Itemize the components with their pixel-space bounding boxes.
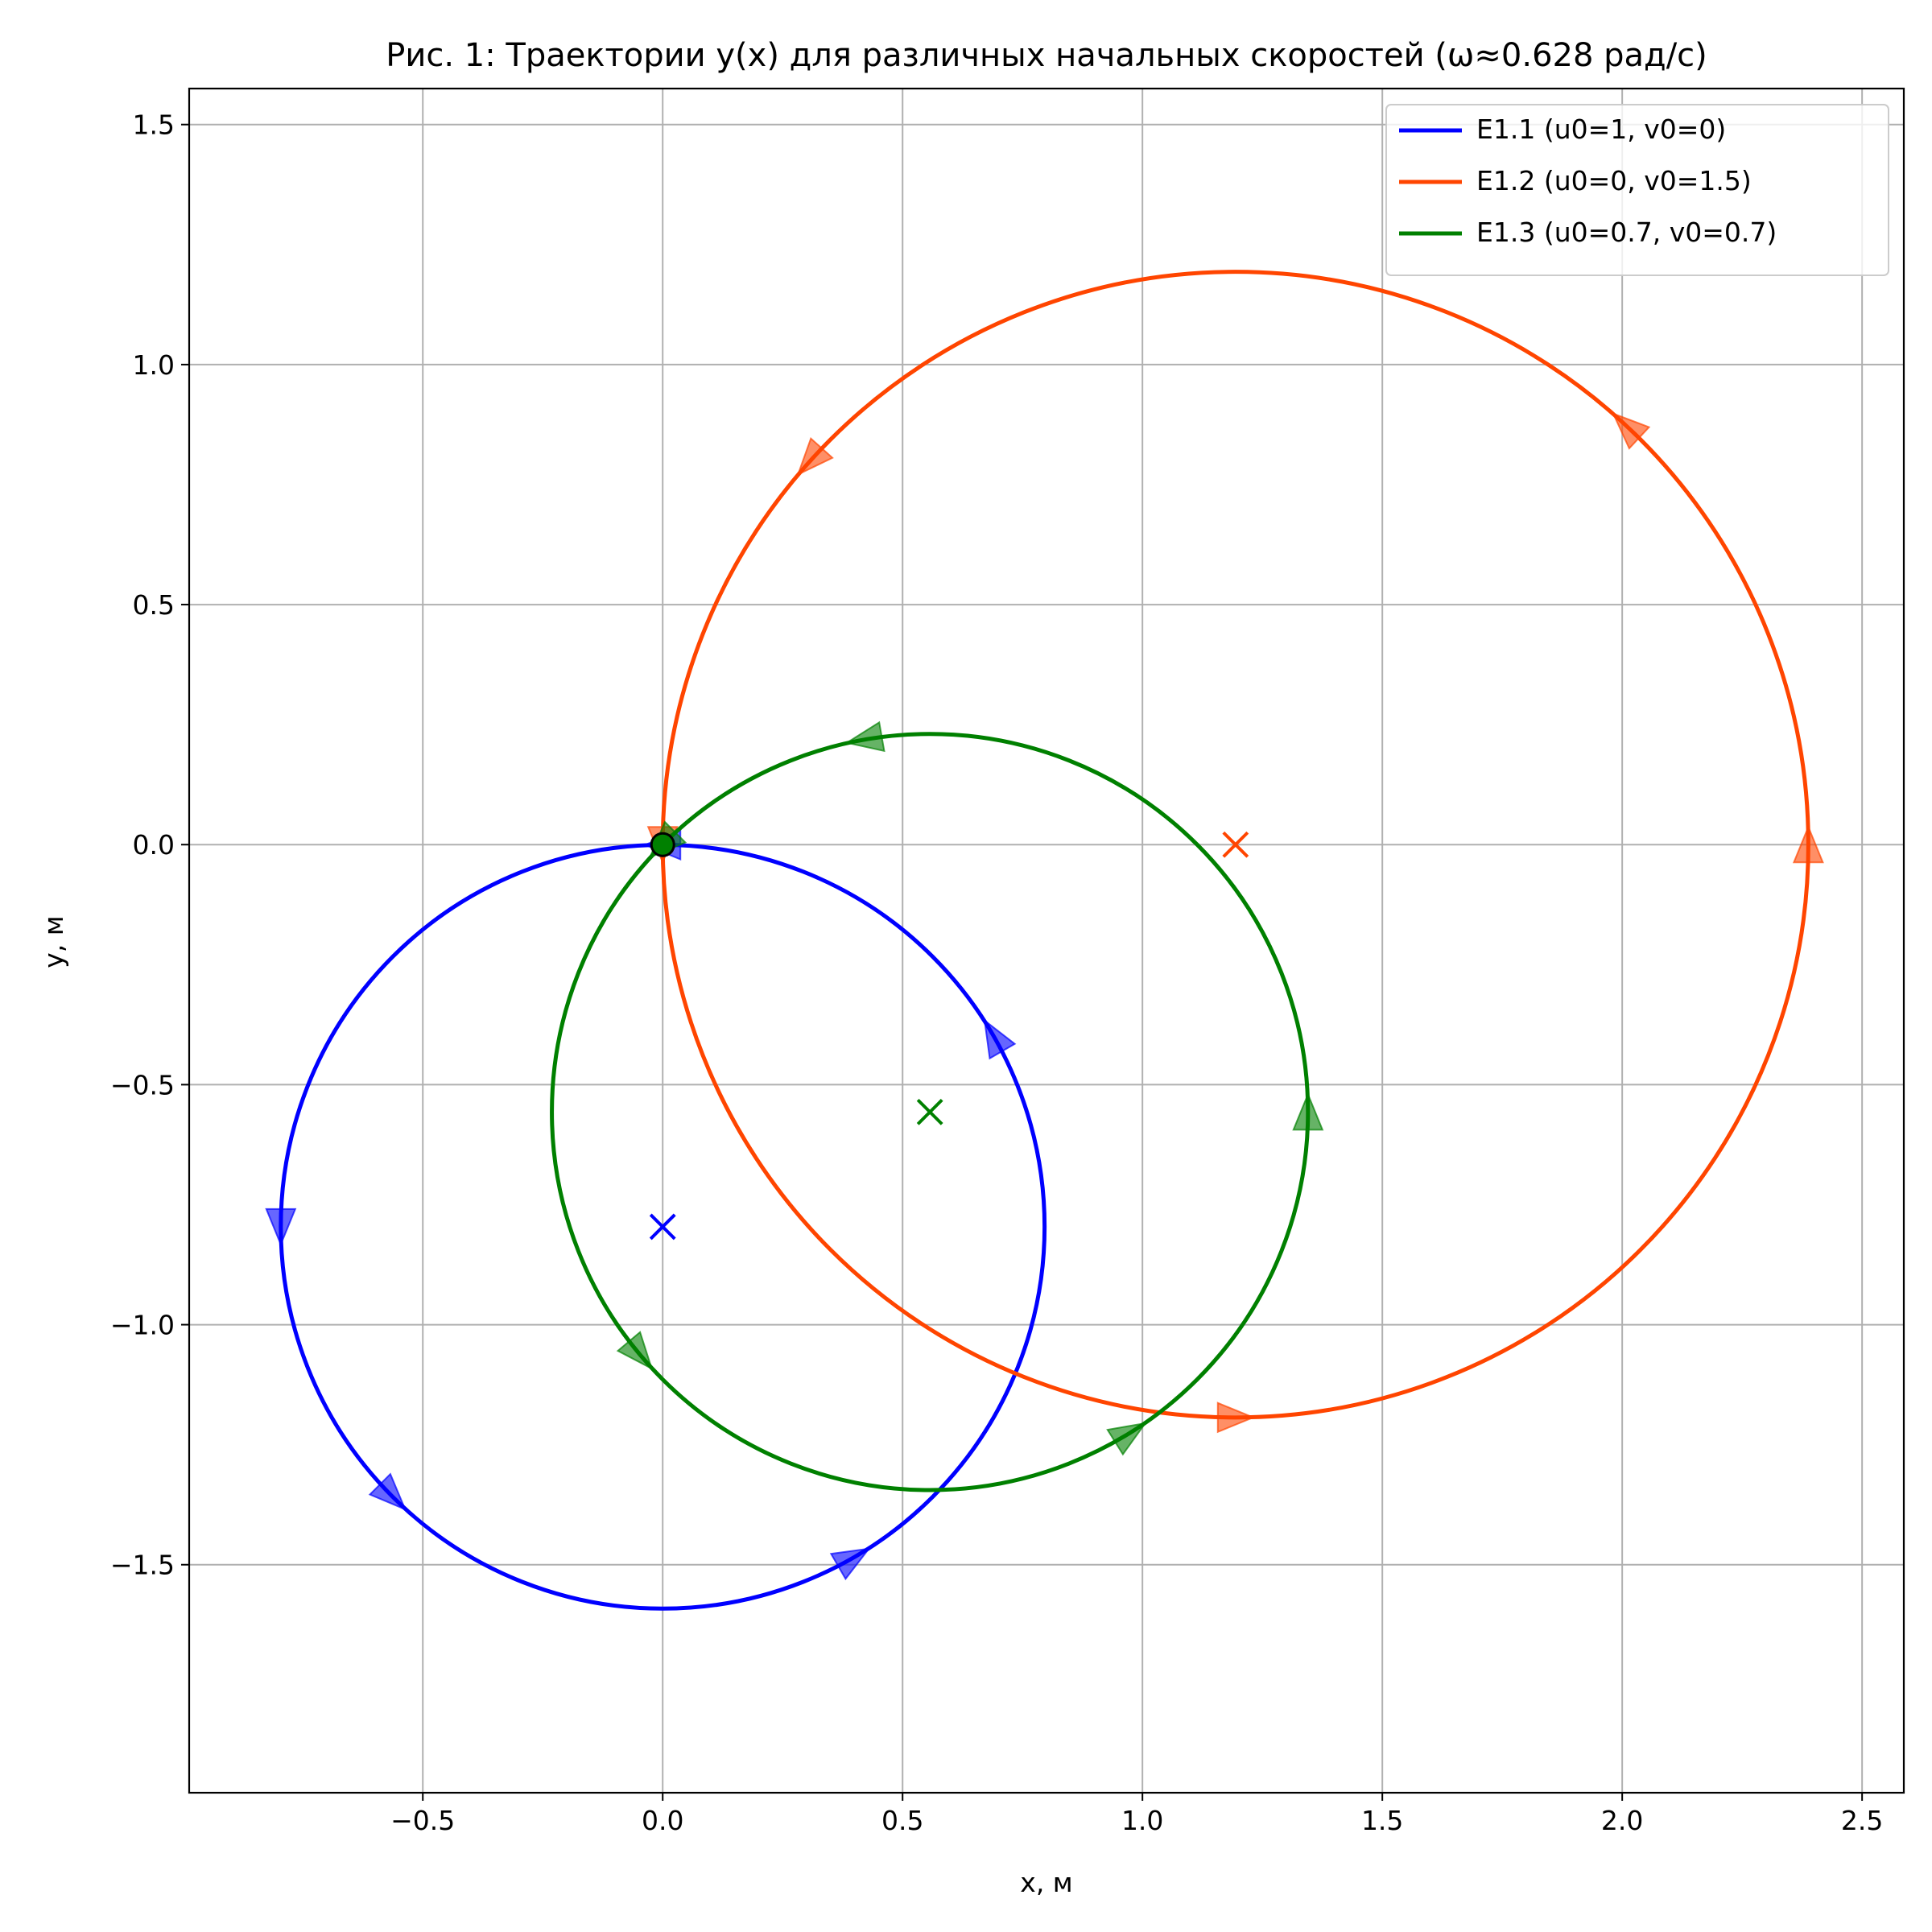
- y-tick-label: −1.0: [110, 1310, 175, 1341]
- series-1-arrow: [829, 1547, 871, 1581]
- series-2-arrow: [1216, 1402, 1256, 1434]
- x-tick-label: 0.5: [881, 1805, 923, 1836]
- legend: E1.1 (u0=1, v0=0) E1.2 (u0=0, v0=1.5) E1.3…: [1385, 104, 1889, 276]
- chart-title: Рис. 1: Траектории y(x) для различных на…: [386, 37, 1707, 74]
- center-marker-3: [916, 1098, 943, 1125]
- series-3-arrow: [616, 1331, 654, 1371]
- y-tick-label: 0.5: [133, 589, 175, 621]
- legend-label-3: E1.3 (u0=0.7, v0=0.7): [1476, 217, 1777, 248]
- ticks: −0.5 0.0 0.5 1.0 1.5 2.0 2.5 −1.5 −1.0 −0.5 0.0 0.5…: [110, 109, 1884, 1836]
- y-tick-label: 0.0: [133, 829, 175, 861]
- series-1-arrow: [983, 1018, 1017, 1060]
- center-marker-1: [649, 1213, 676, 1241]
- series-2-arrow: [1792, 824, 1824, 864]
- series-2-arrow: [1612, 412, 1651, 450]
- legend-box: [1385, 104, 1889, 276]
- x-tick-label: 1.0: [1121, 1805, 1163, 1836]
- y-tick-label: 1.5: [133, 109, 175, 141]
- series-2-arrow: [796, 436, 834, 477]
- center-marker-2: [1222, 831, 1249, 858]
- y-tick-label: 1.0: [133, 349, 175, 381]
- series-1-arrow: [368, 1472, 407, 1511]
- start-point-marker: [650, 832, 675, 857]
- x-axis-label: x, м: [1020, 1867, 1072, 1898]
- markers-layer: [649, 831, 1249, 1241]
- y-tick-label: −1.5: [110, 1550, 175, 1581]
- legend-label-1: E1.1 (u0=1, v0=0): [1476, 114, 1726, 145]
- series-3-arrow: [844, 720, 886, 753]
- plot-frame: [188, 87, 1905, 1794]
- series-3-arrow: [1106, 1422, 1147, 1456]
- y-axis-label: y, м: [38, 915, 69, 968]
- y-tick-label: −0.5: [110, 1069, 175, 1100]
- x-tick-label: −0.5: [390, 1805, 455, 1836]
- x-tick-label: 2.0: [1601, 1805, 1643, 1836]
- legend-label-2: E1.2 (u0=0, v0=1.5): [1476, 165, 1752, 196]
- x-tick-label: 1.5: [1361, 1805, 1403, 1836]
- series-3-arrow: [1292, 1092, 1324, 1131]
- grid: [189, 89, 1904, 1793]
- series-1-arrow: [265, 1208, 297, 1247]
- x-tick-label: 0.0: [642, 1805, 683, 1836]
- series-layer: [265, 270, 1824, 1611]
- x-tick-label: 2.5: [1841, 1805, 1883, 1836]
